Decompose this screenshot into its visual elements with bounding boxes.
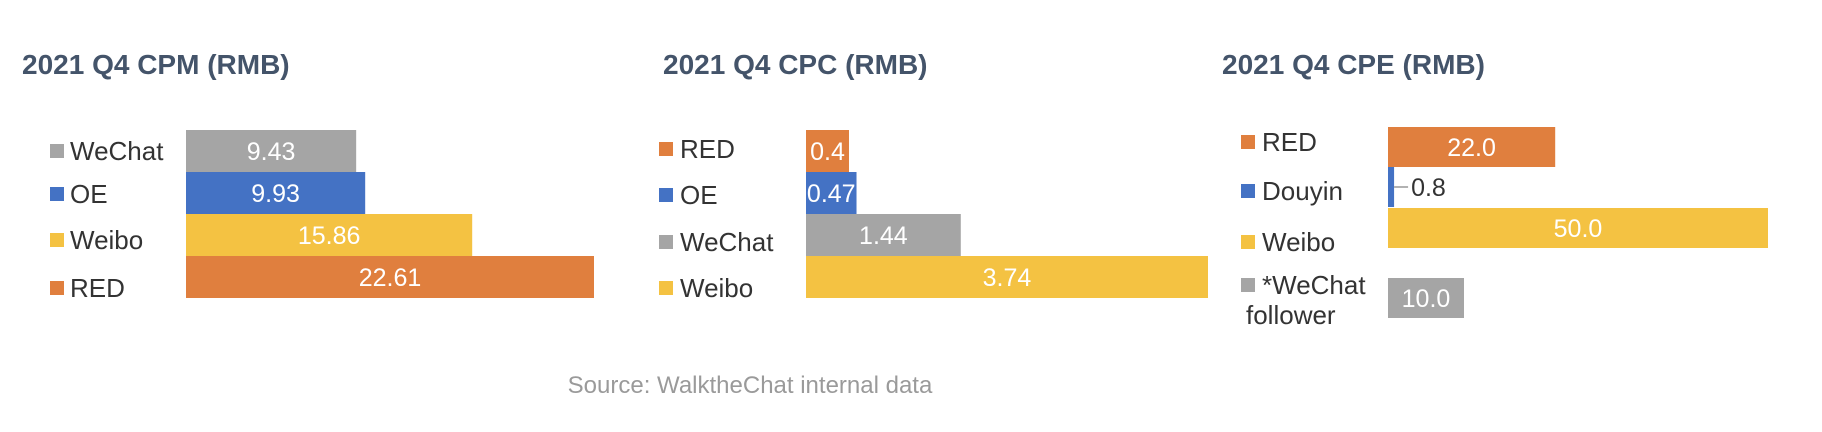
bar-weibo [186, 214, 473, 256]
category-label: *WeChat follower [1246, 270, 1366, 330]
legend-swatch [659, 235, 673, 249]
data-label: 10.0 [1402, 285, 1451, 313]
data-label: 22.0 [1447, 134, 1496, 162]
bar-wechat [186, 130, 357, 172]
legend-swatch [50, 281, 64, 295]
data-label: 9.93 [251, 180, 300, 208]
data-label: 22.61 [359, 264, 422, 292]
bar-red [1388, 127, 1556, 167]
legend-swatch [1241, 135, 1255, 149]
category-label: RED [70, 273, 125, 303]
bar-red [186, 256, 594, 298]
category-label: OE [680, 180, 718, 210]
legend-swatch [659, 188, 673, 202]
legend-swatch [1241, 235, 1255, 249]
category-label: RED [680, 134, 735, 164]
legend-swatch [659, 281, 673, 295]
bar-oe [806, 172, 857, 214]
legend-swatch [659, 142, 673, 156]
category-label: Weibo [1262, 227, 1335, 257]
bar-wechat [806, 214, 961, 256]
chart-title: 2021 Q4 CPC (RMB) [663, 49, 928, 80]
bar-douyin [1388, 167, 1395, 207]
data-label: 0.8 [1411, 174, 1446, 202]
bar-oe [186, 172, 366, 214]
data-label: 1.44 [859, 222, 908, 250]
bar-weibo [806, 256, 1208, 298]
legend-swatch [50, 233, 64, 247]
bar-wechatfollower [1388, 278, 1464, 318]
bar-red [806, 130, 849, 172]
chart-title: 2021 Q4 CPM (RMB) [22, 49, 290, 80]
category-label: OE [70, 179, 108, 209]
legend-swatch [50, 144, 64, 158]
category-label: RED [1262, 127, 1317, 157]
data-label: 0.4 [810, 138, 845, 166]
data-label: 15.86 [298, 222, 361, 250]
legend-swatch [1241, 278, 1255, 292]
source-note: Source: WalktheChat internal data [567, 372, 933, 399]
data-label: 9.43 [247, 138, 296, 166]
chart-title: 2021 Q4 CPE (RMB) [1222, 49, 1485, 80]
category-label: WeChat [680, 227, 774, 257]
legend-swatch [50, 187, 64, 201]
category-label: WeChat [70, 136, 164, 166]
data-label: 3.74 [983, 264, 1032, 292]
data-label: 50.0 [1554, 215, 1603, 243]
legend-swatch [1241, 184, 1255, 198]
bar-weibo [1388, 208, 1768, 248]
category-label: Weibo [70, 225, 143, 255]
data-label: 0.47 [807, 180, 856, 208]
category-label: Weibo [680, 273, 753, 303]
category-label: Douyin [1262, 176, 1343, 206]
